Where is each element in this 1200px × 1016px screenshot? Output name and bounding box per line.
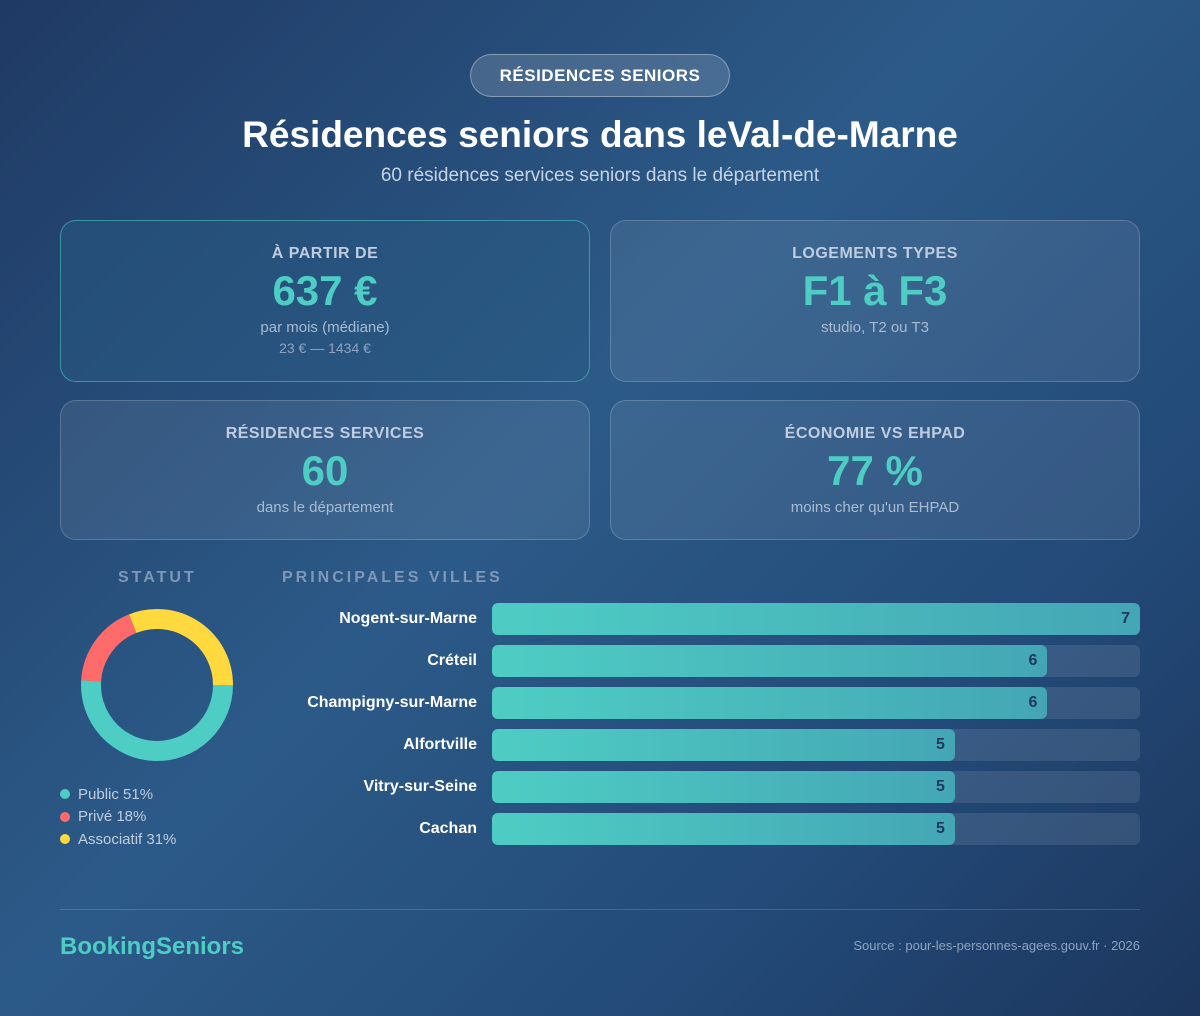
source-text: Source : pour-les-personnes-agees.gouv.f… (853, 938, 1140, 953)
legend-item-prive: Privé 18% (60, 806, 176, 829)
card-value: F1 à F3 (802, 267, 948, 314)
bar: 7 (492, 603, 1140, 635)
bar-value: 6 (1028, 694, 1038, 711)
bar-label: Champigny-sur-Marne (307, 694, 477, 711)
bar: 5 (492, 729, 955, 761)
bar-label: Vitry-sur-Seine (363, 778, 477, 795)
page-title: Résidences seniors dans leVal-de-Marne (242, 114, 958, 155)
bar-label: Alfortville (403, 736, 477, 753)
legend-label: Privé 18% (78, 808, 147, 826)
legend-dot (60, 811, 70, 822)
card-label: ÉCONOMIE VS EHPAD (784, 425, 966, 442)
card-savings: ÉCONOMIE VS EHPAD 77 % moins cher qu'un … (610, 400, 1140, 540)
donut-slice-associatif (129, 609, 233, 686)
bar: 5 (492, 813, 955, 845)
legend-label: Public 51% (78, 785, 154, 803)
bar-track: 5 (492, 813, 1140, 845)
brand-logo: BookingSeniors (60, 933, 245, 960)
card-desc: par mois (médiane) (260, 319, 390, 336)
card-desc: studio, T2 ou T3 (821, 319, 929, 336)
donut-slice-public (81, 680, 233, 761)
bar-label: Cachan (419, 820, 477, 837)
card-desc: dans le département (256, 499, 394, 516)
donut-slice-prive (81, 614, 137, 682)
legend-label: Associatif 31% (78, 830, 177, 848)
cities-title: PRINCIPALES VILLES (282, 569, 503, 586)
card-residences: RÉSIDENCES SERVICES 60 dans le départeme… (60, 400, 590, 540)
card-label: LOGEMENTS TYPES (792, 245, 958, 262)
legend-dot (60, 834, 70, 845)
bar-track: 5 (492, 771, 1140, 803)
bar: 5 (492, 771, 955, 803)
bar: 6 (492, 645, 1048, 677)
bar: 6 (492, 687, 1048, 719)
bar-track: 6 (492, 645, 1140, 677)
statut-title: STATUT (118, 569, 197, 586)
bar-value: 5 (935, 736, 945, 753)
card-label: À PARTIR DE (271, 245, 379, 262)
footer-divider (60, 909, 1140, 910)
donut-legend: Public 51% Privé 18% Associatif 31% (60, 783, 176, 851)
legend-item-associatif: Associatif 31% (60, 828, 176, 851)
card-desc: moins cher qu'un EHPAD (790, 499, 960, 516)
card-label: RÉSIDENCES SERVICES (225, 425, 425, 442)
bar-track: 7 (492, 603, 1140, 635)
card-housing: LOGEMENTS TYPES F1 à F3 studio, T2 ou T3 (610, 220, 1140, 382)
bar-value: 5 (935, 820, 945, 837)
legend-dot (60, 789, 70, 800)
bar-track: 6 (492, 687, 1140, 719)
bar-track: 5 (492, 729, 1140, 761)
legend-item-public: Public 51% (60, 783, 176, 806)
bar-label: Créteil (427, 652, 477, 669)
page-subtitle: 60 résidences services seniors dans le d… (380, 165, 820, 186)
status-donut-chart (81, 609, 233, 761)
card-value: 637 € (272, 267, 378, 314)
header-badge: RÉSIDENCES SENIORS (470, 54, 730, 97)
bar-label: Nogent-sur-Marne (339, 610, 477, 627)
card-range: 23 € — 1434 € (279, 340, 371, 356)
bar-value: 7 (1121, 610, 1130, 627)
bar-value: 6 (1028, 652, 1038, 669)
card-value: 77 % (827, 447, 923, 494)
bar-value: 5 (935, 778, 945, 795)
card-value: 60 (301, 447, 349, 494)
card-price: À PARTIR DE 637 € par mois (médiane) 23 … (60, 220, 590, 382)
